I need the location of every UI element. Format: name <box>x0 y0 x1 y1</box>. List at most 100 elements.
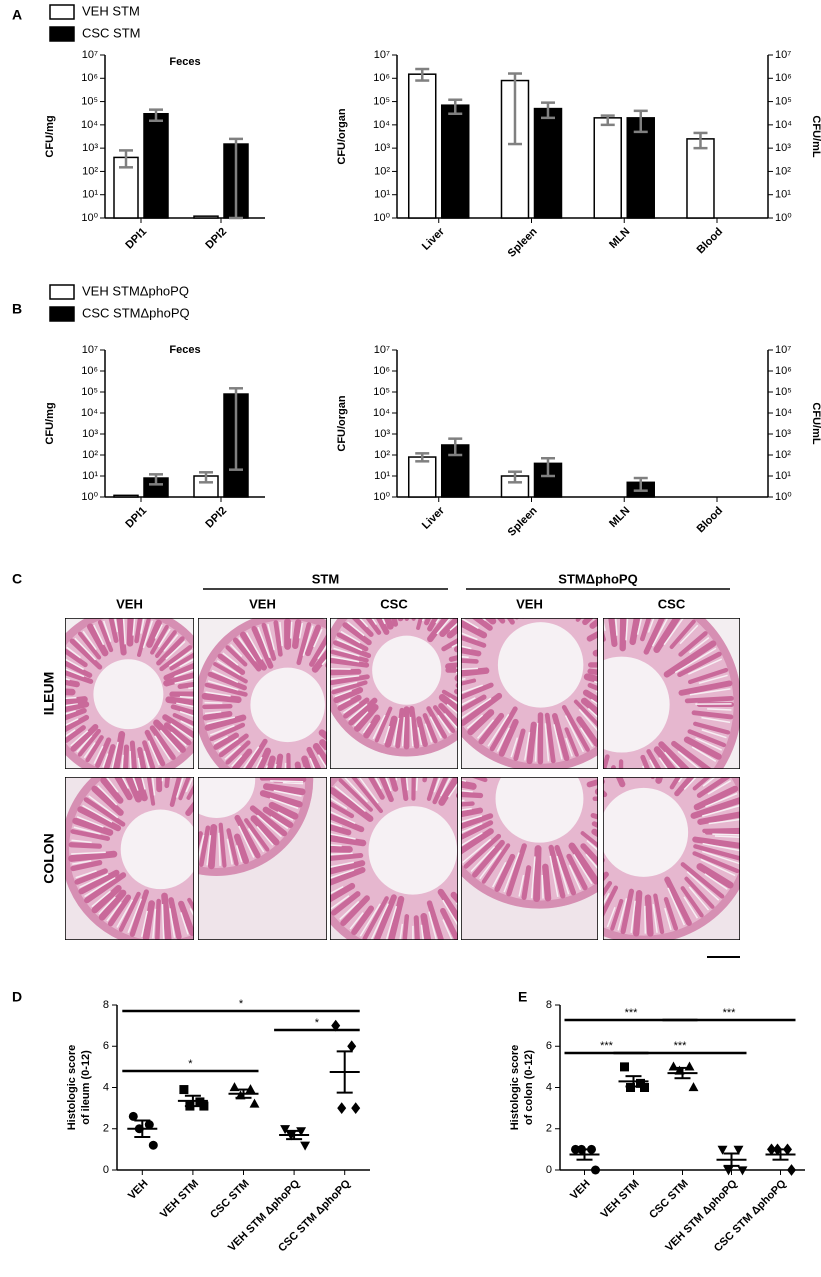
column-label: CSC <box>380 596 408 611</box>
y2-tick-label: 10⁶ <box>775 365 792 377</box>
villus <box>130 617 131 644</box>
data-point <box>351 1102 360 1114</box>
villus <box>636 893 639 933</box>
villus <box>469 599 493 621</box>
y-tick-label: 10⁰ <box>373 212 390 224</box>
y-axis-label: of ileum (0-12) <box>80 1050 92 1125</box>
data-point <box>640 1083 649 1092</box>
y2-tick-label: 10⁶ <box>775 72 792 84</box>
crypt <box>598 597 606 631</box>
x-tick-label: MLN <box>607 226 632 251</box>
crypt <box>547 569 551 608</box>
y-tick-label: 10² <box>82 165 98 177</box>
y2-tick-label: 10⁰ <box>775 491 792 503</box>
significance-label: * <box>239 998 244 1010</box>
villus <box>487 584 512 622</box>
column-label: CSC <box>658 596 686 611</box>
crypt <box>130 776 150 777</box>
y-tick-label: 10⁵ <box>373 95 390 107</box>
bar <box>409 457 436 497</box>
villus <box>205 706 231 707</box>
lumen <box>369 806 458 895</box>
villus <box>295 622 298 645</box>
bar <box>114 495 138 497</box>
y-tick-label: 4 <box>103 1081 109 1093</box>
lumen <box>372 636 441 705</box>
panel-label: D <box>12 989 22 1005</box>
x-tick-label: CSC STM <box>647 1178 690 1221</box>
data-point <box>250 1099 260 1108</box>
villus <box>404 916 407 950</box>
y2-axis-label: CFU/mL <box>810 115 821 157</box>
y-tick-label: 10³ <box>374 428 390 440</box>
y-tick-label: 10² <box>374 165 390 177</box>
bar <box>409 74 436 218</box>
y-tick-label: 10⁴ <box>373 119 390 131</box>
y-tick-label: 10⁷ <box>374 344 390 356</box>
panel-label: B <box>12 301 22 317</box>
villus <box>211 827 213 865</box>
villus <box>551 570 558 607</box>
y2-tick-label: 10² <box>775 165 791 177</box>
y2-tick-label: 10⁵ <box>775 95 792 107</box>
data-point <box>300 1142 310 1151</box>
crypt <box>481 589 500 613</box>
chart-title: Feces <box>169 344 200 356</box>
row-label: ILEUM <box>41 672 57 716</box>
significance-label: * <box>315 1017 320 1029</box>
data-point <box>738 1166 748 1175</box>
y-axis-label: of colon (0-12) <box>523 1050 535 1126</box>
chart-title: Feces <box>169 56 200 68</box>
y-tick-label: 10⁶ <box>81 72 98 84</box>
data-point <box>685 1061 695 1070</box>
column-label: VEH <box>116 596 143 611</box>
crypt <box>283 783 303 784</box>
x-tick-label: Spleen <box>506 226 540 260</box>
group-label: STM <box>312 571 339 586</box>
y2-tick-label: 10⁰ <box>775 212 792 224</box>
x-tick-label: DPI1 <box>123 226 149 252</box>
legend-label: CSC STMΔphoPQ <box>82 305 190 320</box>
y2-tick-label: 10¹ <box>775 470 791 482</box>
villus <box>165 896 169 939</box>
lumen <box>498 622 583 707</box>
panel-label: E <box>518 989 527 1005</box>
legend-swatch <box>50 285 74 299</box>
villus <box>120 617 124 652</box>
data-point <box>669 1061 679 1070</box>
villus <box>545 867 548 898</box>
villus <box>543 568 545 615</box>
y-tick-label: 10⁰ <box>373 491 390 503</box>
villus <box>416 918 418 951</box>
villus <box>157 901 158 939</box>
y-tick-label: 10⁰ <box>81 491 98 503</box>
legend-swatch <box>50 5 74 19</box>
data-point <box>787 1164 796 1176</box>
legend-label: CSC STM <box>82 25 141 40</box>
y-tick-label: 10¹ <box>82 189 98 201</box>
y-tick-label: 8 <box>546 999 552 1011</box>
y-axis-label: Histologic score <box>509 1045 521 1131</box>
x-tick-label: DPI2 <box>203 226 229 252</box>
lumen <box>121 810 201 890</box>
data-point <box>179 1085 188 1094</box>
villus <box>130 771 166 775</box>
lumen <box>599 788 688 877</box>
y-tick-label: 10⁴ <box>373 407 390 419</box>
villus <box>578 590 602 620</box>
legend-label: VEH STMΔphoPQ <box>82 283 189 298</box>
histology-image <box>41 607 216 782</box>
y-tick-label: 10⁴ <box>81 119 98 131</box>
villus <box>205 696 238 699</box>
x-tick-label: Liver <box>420 504 448 532</box>
y-axis-label: CFU/mg <box>44 402 56 444</box>
y-tick-label: 10⁶ <box>373 365 390 377</box>
crypt <box>473 596 490 613</box>
column-label: VEH <box>249 596 276 611</box>
y-tick-label: 10⁵ <box>373 386 390 398</box>
data-point <box>689 1082 699 1091</box>
y-tick-label: 10⁰ <box>81 212 98 224</box>
significance-label: *** <box>600 1040 614 1052</box>
crypt <box>410 594 411 611</box>
